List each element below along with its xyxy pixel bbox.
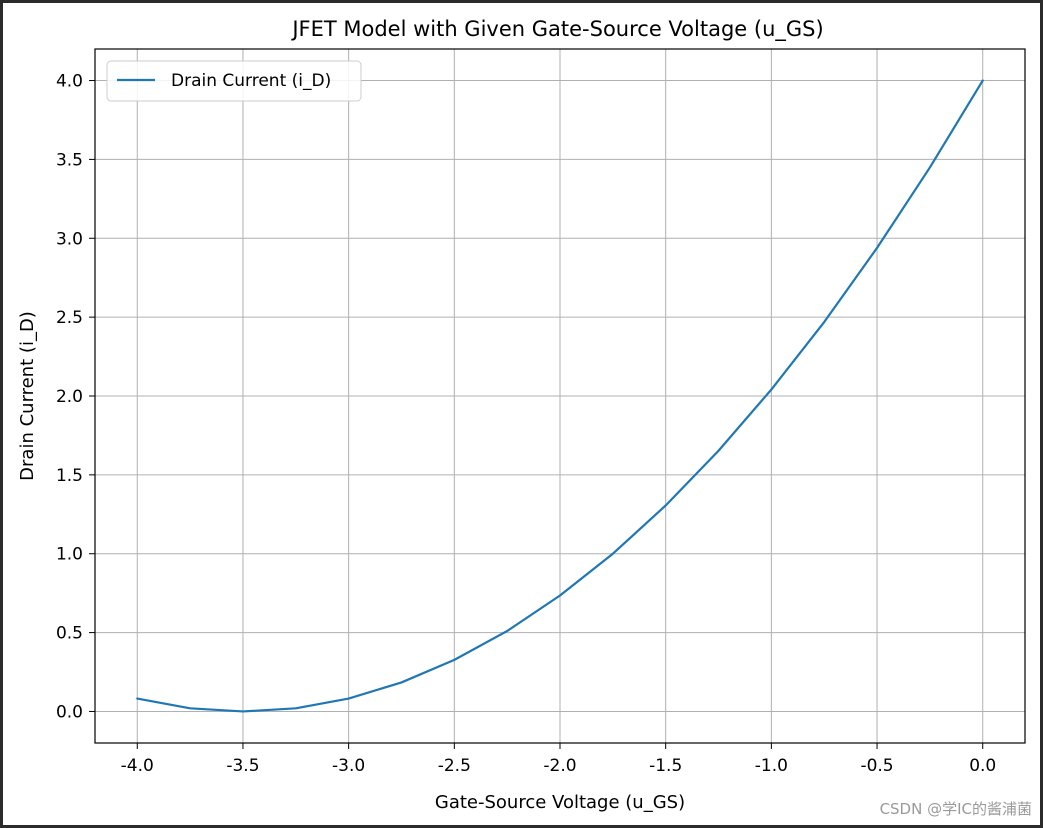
y-tick-label: 4.0 <box>56 72 83 92</box>
y-tick-label: 2.5 <box>56 308 83 328</box>
y-tick-label: 0.0 <box>56 702 83 722</box>
series-line-drain-current <box>136 79 984 713</box>
legend-entry-drain-current: Drain Current (i_D) <box>171 71 331 91</box>
x-tick-label: -4.0 <box>121 756 154 776</box>
y-tick-label: 1.5 <box>56 466 83 486</box>
y-tick-label: 0.5 <box>56 624 83 644</box>
line-chart: JFET Model with Given Gate-Source Voltag… <box>17 17 1026 813</box>
y-axis-label: Drain Current (i_D) <box>17 311 38 481</box>
x-tick-label: -3.0 <box>332 756 365 776</box>
legend: Drain Current (i_D) <box>106 60 362 102</box>
y-tick-label: 1.0 <box>56 545 83 565</box>
x-tick-label: -1.5 <box>649 756 682 776</box>
x-tick-label: -0.5 <box>860 756 893 776</box>
x-axis-label: Gate-Source Voltage (u_GS) <box>435 792 685 813</box>
x-tick-label: -1.0 <box>755 756 788 776</box>
figure-canvas: JFET Model with Given Gate-Source Voltag… <box>3 3 1040 825</box>
x-tick-label: -3.5 <box>226 756 259 776</box>
y-tick-label: 3.0 <box>56 229 83 249</box>
series-layer <box>136 79 984 713</box>
x-tick-label: -2.5 <box>438 756 471 776</box>
legend-box <box>106 60 362 102</box>
ticks: -4.0 -3.5 -3.0 -2.5 -2.0 -1.5 -1.0 -0.5 0.0 0.0 0.… <box>56 72 996 776</box>
watermark: CSDN @学IC的酱浦菌 <box>879 800 1032 818</box>
chart-title: JFET Model with Given Gate-Source Voltag… <box>290 17 823 42</box>
x-tick-label: 0.0 <box>969 756 996 776</box>
y-tick-label: 2.0 <box>56 387 83 407</box>
x-tick-label: -2.0 <box>543 756 576 776</box>
grid <box>95 49 1025 743</box>
y-tick-label: 3.5 <box>56 150 83 170</box>
